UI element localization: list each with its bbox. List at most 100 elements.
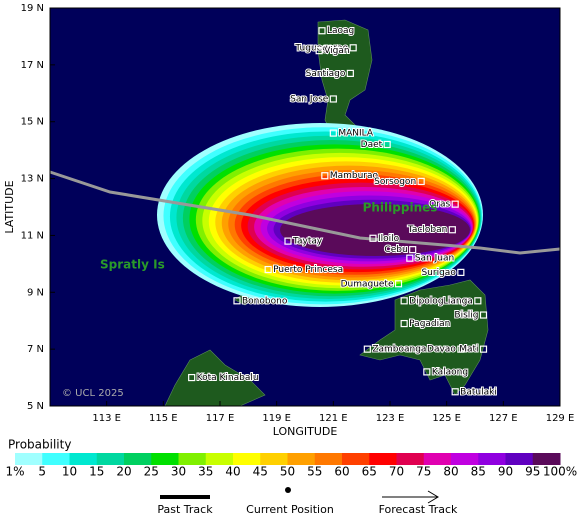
region-label: Philippines [363,201,438,215]
city-marker [448,226,456,234]
color-box [287,453,316,465]
city-marker [321,172,329,180]
map-frame [49,7,561,407]
city-label: Kota Kinabalu [197,373,259,383]
legend-item: Forecast Track [379,503,458,516]
city-marker [474,297,482,305]
color-box [451,453,479,465]
mindanao [359,279,489,396]
level-label: 100% [543,465,577,479]
level-label: 90 [498,465,513,479]
color-box [505,453,534,465]
city-marker [451,388,459,396]
color-box [233,453,261,465]
city-label: MANILA [338,129,374,139]
x-tick-label: 113 E [92,413,121,424]
level-label: 55 [307,465,322,479]
y-axis-title: LATITUDE [3,180,16,233]
color-box [178,453,207,465]
city-label: Cebu [384,245,407,255]
city-label: Tuguegarao [294,43,348,53]
x-tick-label: 123 E [376,413,405,424]
color-box [205,453,234,465]
color-box [423,453,452,465]
color-box [42,453,70,465]
track [49,170,561,255]
level-label: 70 [389,465,404,479]
city-marker [457,345,465,353]
x-tick-label: 127 E [489,413,518,424]
city-label: Mamburao [330,171,379,181]
color-bar: 1% 5 10 15 20 25 30 35 40 45 50 55 60 65 70 75 80 85 90 95 1… [5,453,577,479]
legend-item: Current Position [246,503,334,516]
city-label: San Juan [415,254,454,264]
probability-field [157,123,483,307]
city-marker [346,69,354,77]
city-label: Pagadian [409,319,450,329]
level-label: 35 [198,465,213,479]
level-label: 30 [171,465,186,479]
city-label: Davao [427,345,456,355]
color-box [124,453,152,465]
color-box [396,453,425,465]
city-label: Lianga [443,296,473,306]
level-label: 80 [443,465,458,479]
city-label: Bislig [454,311,478,321]
level-label: 95 [525,465,540,479]
y-tick-label: 5 N [27,401,44,412]
city-label: Puerto Princesa [273,265,343,275]
forecast-track-symbol [382,490,439,504]
city-label: Vigan [324,46,349,56]
x-tick-label: 125 E [432,413,461,424]
level-label: 10 [62,465,77,479]
city-marker [284,237,292,245]
level-label: 85 [471,465,486,479]
city-marker [394,280,403,288]
color-box [478,453,506,465]
city-label: Taytay [292,237,323,247]
city-label: Bonobono [242,296,288,306]
x-tick-label: 119 E [262,413,291,424]
city-label: Tacloban [407,225,447,235]
city-marker [369,234,377,242]
city-marker [457,268,465,276]
level-label: 25 [144,465,159,479]
color-box [342,453,370,465]
level-label: 50 [280,465,295,479]
city-label: San Jose [290,94,329,104]
level-label: 5 [38,465,46,479]
city-marker [363,345,371,353]
color-box [69,453,98,465]
y-tick-label: 7 N [27,344,44,355]
y-tick-label: 13 N [21,174,44,185]
color-box [369,453,397,465]
city-marker [188,373,196,382]
city-label: Dipolog [409,296,443,306]
city-marker [409,246,417,254]
city-marker [400,297,408,305]
city-marker [417,177,425,186]
region-label: Spratly Is [100,258,165,272]
level-label: 20 [116,465,131,479]
x-tick-label: 129 E [546,413,575,424]
legend-item: Past Track [157,503,213,516]
copyright: © UCL 2025 [62,388,124,399]
city-label: Santiago [306,69,346,79]
city-marker [451,200,459,208]
city-label: Kalaong [432,367,468,377]
level-label: 60 [334,465,349,479]
city-label: Surigao [421,268,456,278]
x-axis-title: LONGITUDE [273,425,338,438]
y-tick-label: 19 N [21,3,44,14]
city-marker [318,27,326,35]
level-label: 75 [416,465,431,479]
city-marker [383,140,391,149]
city-marker [400,319,408,328]
city-label: Zamboanga [372,345,426,355]
color-box [96,453,125,465]
level-label: 45 [253,465,268,479]
city-marker [423,368,431,376]
city-marker [479,345,488,353]
y-tick-label: 15 N [21,117,44,128]
